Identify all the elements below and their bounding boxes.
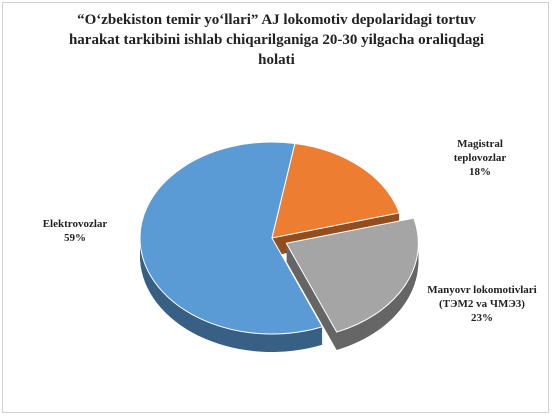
chart-frame <box>2 2 549 413</box>
data-label: Elektrovozlar 59% <box>26 214 124 248</box>
value-label: 23% <box>471 312 493 324</box>
value-label: 59% <box>64 232 86 244</box>
data-label: Magistral teplovozlar 18% <box>432 134 528 182</box>
chart-title: “O‘zbekiston temir yo‘llari” AJ lokomoti… <box>68 12 485 68</box>
category-label: Magistral teplovozlar <box>453 138 507 164</box>
slice <box>139 141 324 335</box>
slice <box>271 142 401 239</box>
category-label: Manyovr lokomotivlari (ТЭМ2 va ЧМЭ3) <box>427 284 537 310</box>
value-label: 18% <box>469 166 491 178</box>
data-label: Manyovr lokomotivlari (ТЭМ2 va ЧМЭ3) 23% <box>422 280 542 328</box>
pie <box>139 141 419 352</box>
slice <box>285 217 419 333</box>
category-label: Elektrovozlar <box>42 218 108 230</box>
